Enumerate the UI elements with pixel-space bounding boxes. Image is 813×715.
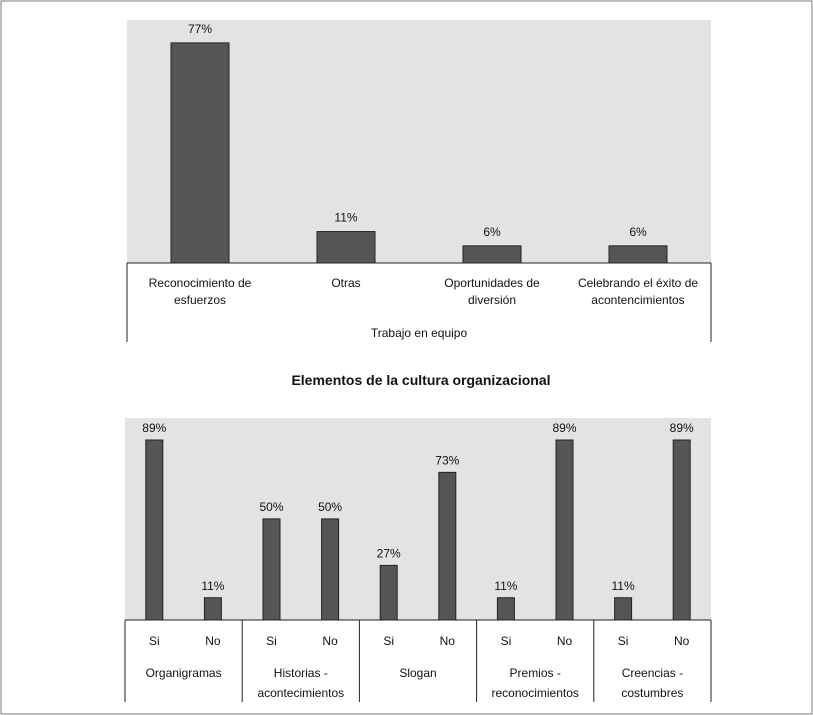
chart2-group-label-0: Organigramas <box>146 666 222 680</box>
chart2-bar-4-1 <box>672 439 691 621</box>
chart2-group-label-2: Slogan <box>399 666 436 680</box>
chart1-category-label-1: Otras <box>331 276 360 290</box>
chart1-bar-0 <box>170 42 230 264</box>
chart2-value-label-1-0: 50% <box>259 500 283 514</box>
chart2-bar-label-4-1: No <box>674 634 690 648</box>
chart2-value-label-0-1: 11% <box>201 579 224 593</box>
chart-trabajo-en-equipo: 77% 11% 6% 6% Reconocimiento de esfuerzos Otr… <box>126 20 712 342</box>
chart2-bar-1-0 <box>262 518 281 621</box>
chart2-value-label-0-0: 89% <box>142 421 166 435</box>
chart2-bar-0-0 <box>145 439 164 621</box>
chart1-bar-1 <box>316 231 376 264</box>
chart2-value-label-1-1: 50% <box>318 500 342 514</box>
chart2-bar-3-1 <box>555 439 574 621</box>
chart2-value-label-2-1: 73% <box>435 453 459 467</box>
chart1-category-label-3: Celebrando el éxito de acontencimientos <box>578 276 698 307</box>
chart1-category-label-2: Oportunidades de diversión <box>444 276 540 307</box>
chart1-value-label-3: 6% <box>629 225 647 239</box>
chart2-bar-4-0 <box>614 597 633 621</box>
chart2-bar-2-1 <box>438 471 457 621</box>
chart2-bar-label-1-0: Si <box>266 634 277 648</box>
chart2-group-label-1: Historias -acontecimientos <box>257 666 344 700</box>
chart1-group-label: Trabajo en equipo <box>371 326 468 340</box>
chart2-group-label-4: Creencias -costumbres <box>621 666 683 700</box>
chart2-bar-label-3-1: No <box>557 634 573 648</box>
chart2-bar-1-1 <box>321 518 340 621</box>
chart2-plot-area <box>125 418 711 620</box>
chart1-value-label-0: 77% <box>188 22 212 36</box>
chart2-bar-2-0 <box>379 564 398 621</box>
chart-elementos-cultura: 89% 11% 50% 50% 27% 73% 11% 89% 11% 89% Si No Organ… <box>124 418 712 702</box>
chart1-bar-3 <box>608 245 668 264</box>
chart2-title: Elementos de la cultura organizacional <box>291 372 550 388</box>
chart2-bar-label-0-0: Si <box>149 634 160 648</box>
chart1-category-label-0: Reconocimiento de esfuerzos <box>149 276 252 307</box>
chart2-bar-label-1-1: No <box>322 634 338 648</box>
chart1-bar-2 <box>462 245 522 264</box>
chart2-bar-label-4-0: Si <box>618 634 629 648</box>
chart2-bar-0-1 <box>203 597 222 621</box>
chart1-value-label-2: 6% <box>483 225 501 239</box>
chart2-bar-label-3-0: Si <box>501 634 512 648</box>
chart2-value-label-2-0: 27% <box>377 546 401 560</box>
chart2-bar-label-2-0: Si <box>383 634 394 648</box>
chart1-value-label-1: 11% <box>334 211 357 225</box>
chart2-value-label-4-1: 89% <box>670 421 694 435</box>
chart2-value-label-3-0: 11% <box>494 579 517 593</box>
chart2-bar-3-0 <box>496 597 515 621</box>
chart2-bar-label-2-1: No <box>440 634 456 648</box>
chart2-value-label-3-1: 89% <box>552 421 576 435</box>
chart2-bar-label-0-1: No <box>205 634 221 648</box>
chart2-value-label-4-0: 11% <box>612 579 635 593</box>
chart2-group-label-3: Premios -reconocimientos <box>492 666 579 700</box>
